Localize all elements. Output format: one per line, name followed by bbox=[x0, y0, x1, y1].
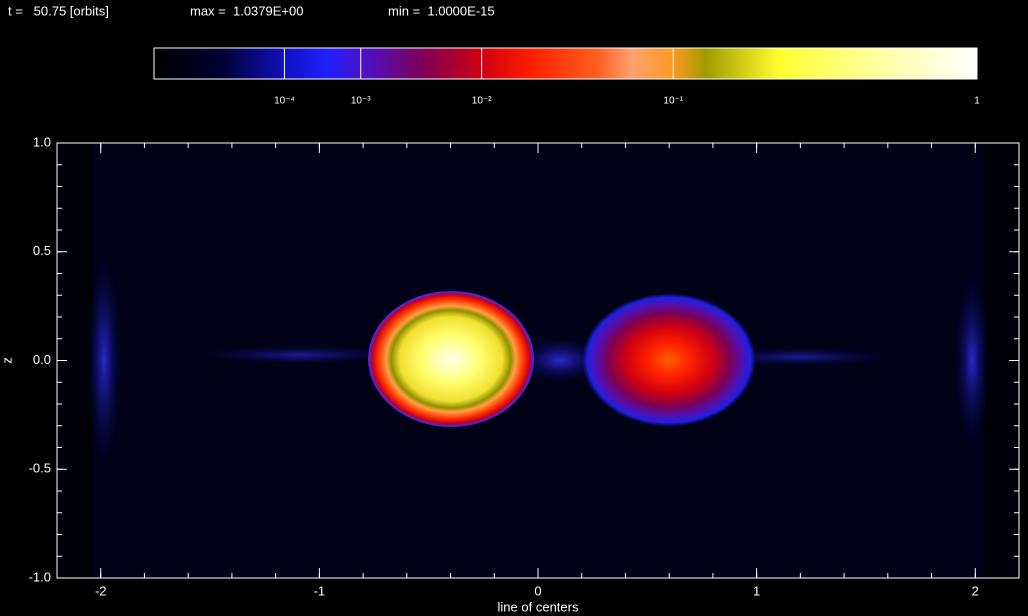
x-tick-label: -1 bbox=[314, 583, 326, 598]
x-tick-label: 0 bbox=[534, 583, 541, 598]
density-field bbox=[57, 143, 1019, 578]
header-text: t = 50.75 [orbits] bbox=[8, 3, 109, 18]
x-tick-label: -2 bbox=[95, 583, 107, 598]
y-axis-label: z bbox=[0, 357, 14, 364]
colorbar bbox=[153, 47, 978, 80]
header-text: min = 1.0000E-15 bbox=[388, 3, 495, 18]
header-text: max = 1.0379E+00 bbox=[190, 3, 303, 18]
y-tick-label: 1.0 bbox=[33, 134, 51, 149]
y-tick-label: 0.0 bbox=[33, 352, 51, 367]
y-tick-label: -0.5 bbox=[29, 461, 51, 476]
y-tick-label: -1.0 bbox=[29, 569, 51, 584]
x-axis-label: line of centers bbox=[498, 599, 579, 614]
colorbar-tick-label: 10⁻⁴ bbox=[274, 96, 295, 107]
colorbar-tick-label: 10⁻² bbox=[472, 96, 492, 107]
colorbar-tick-label: 1 bbox=[974, 96, 980, 107]
colorbar-tick-label: 10⁻¹ bbox=[663, 96, 683, 107]
x-tick-label: 1 bbox=[753, 583, 760, 598]
y-tick-label: 0.5 bbox=[33, 243, 51, 258]
colorbar-tick-label: 10⁻³ bbox=[351, 96, 371, 107]
x-tick-label: 2 bbox=[972, 583, 979, 598]
